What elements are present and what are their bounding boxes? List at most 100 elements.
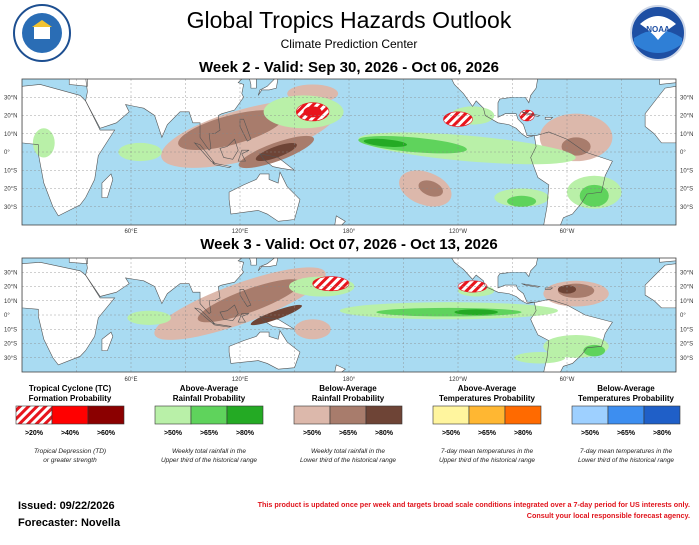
coastline xyxy=(101,173,114,198)
hazard-area xyxy=(32,128,55,158)
lat-label: 20°S xyxy=(680,342,693,348)
legend-title: Below-Average xyxy=(597,384,655,393)
lat-label: 30°S xyxy=(4,205,17,211)
land xyxy=(69,258,88,264)
legend-description: Lower third of the historical range xyxy=(300,457,396,464)
legend-label: >65% xyxy=(339,430,358,437)
coastline xyxy=(228,329,301,370)
legend-title: Rainfall Probability xyxy=(312,394,385,403)
lon-label: 180° xyxy=(343,377,356,383)
lat-label: 10°S xyxy=(4,168,17,174)
legend-label: >65% xyxy=(200,430,219,437)
legend-swatch xyxy=(15,405,53,425)
hazard-area xyxy=(557,285,577,294)
hazard-area xyxy=(363,138,408,147)
legend-label: >50% xyxy=(303,430,322,437)
coastline xyxy=(521,283,541,288)
coastline xyxy=(257,258,279,272)
hazard-area xyxy=(127,310,171,325)
lon-label: 60°E xyxy=(124,229,137,235)
legend-swatch xyxy=(51,405,89,425)
coastline xyxy=(239,118,252,142)
legend-description: Weekly total rainfall in the xyxy=(311,448,385,455)
legend-label: >60% xyxy=(97,430,116,437)
legend-swatch xyxy=(365,405,403,425)
coastline xyxy=(544,117,554,120)
legend-label: >65% xyxy=(478,430,497,437)
lon-label: 60°E xyxy=(124,377,137,383)
hazard-area xyxy=(583,344,606,357)
lat-label: 10°S xyxy=(4,327,17,333)
land xyxy=(334,364,346,372)
lat-label: 0° xyxy=(680,150,686,156)
legend-label: >80% xyxy=(236,430,255,437)
lat-label: 20°N xyxy=(680,285,693,291)
hazard-area xyxy=(294,319,331,340)
notice: Consult your local responsible forecast … xyxy=(527,511,690,520)
legend-label: >50% xyxy=(581,430,600,437)
coastline xyxy=(237,149,250,162)
coastline xyxy=(193,142,215,164)
land xyxy=(334,215,346,225)
subtitle: Climate Prediction Center xyxy=(281,37,418,51)
forecaster: Forecaster: Novella xyxy=(18,517,121,529)
coastline xyxy=(249,258,257,266)
legend-label: >50% xyxy=(164,430,183,437)
legend-label: >40% xyxy=(61,430,80,437)
coastline xyxy=(228,171,301,222)
legend-title: Temperatures Probability xyxy=(578,394,674,403)
left-logo xyxy=(13,4,71,62)
week-heading: Week 2 - Valid: Sep 30, 2026 - Oct 06, 2… xyxy=(199,59,499,76)
hazard-area xyxy=(507,195,537,207)
coastline xyxy=(257,79,279,96)
land xyxy=(249,258,257,266)
coastline xyxy=(237,313,250,323)
legend-label: >80% xyxy=(514,430,533,437)
lat-label: 10°N xyxy=(4,132,17,138)
legend-swatch xyxy=(432,405,470,425)
lat-label: 20°N xyxy=(680,114,693,120)
lon-label: 60°W xyxy=(560,229,575,235)
land xyxy=(258,79,278,96)
lon-label: 120°E xyxy=(232,377,248,383)
land xyxy=(69,79,88,87)
lat-label: 30°S xyxy=(680,356,693,362)
legend-swatch xyxy=(329,405,367,425)
legend-description: Upper third of the historical range xyxy=(161,457,257,464)
legend-swatch xyxy=(607,405,645,425)
land xyxy=(258,258,278,271)
legend-label: >80% xyxy=(375,430,394,437)
legend-title: Above-Average xyxy=(180,384,239,393)
coastline xyxy=(101,331,114,351)
hazard-area xyxy=(454,309,498,315)
coastline xyxy=(259,316,295,330)
land xyxy=(645,263,676,308)
legend-description: Tropical Depression (TD) xyxy=(34,448,106,455)
legend-title: Above-Average xyxy=(458,384,517,393)
hazard-area xyxy=(255,142,297,162)
hazard-area xyxy=(250,304,302,326)
lon-label: 120°W xyxy=(449,377,467,383)
land xyxy=(101,173,113,198)
legend-label: >20% xyxy=(25,430,44,437)
coastline xyxy=(644,263,676,309)
lat-label: 30°N xyxy=(4,270,17,276)
lat-label: 20°S xyxy=(4,342,17,348)
lat-label: 0° xyxy=(680,313,686,319)
lat-label: 30°S xyxy=(680,205,693,211)
week-heading: Week 3 - Valid: Oct 07, 2026 - Oct 13, 2… xyxy=(200,236,497,253)
coastline xyxy=(644,85,676,144)
lon-label: 60°W xyxy=(560,377,575,383)
coastline xyxy=(659,258,676,263)
legend-swatch xyxy=(504,405,542,425)
legend-title: Rainfall Probability xyxy=(173,394,246,403)
legend-label: >80% xyxy=(653,430,672,437)
land xyxy=(22,262,115,365)
lat-label: 10°N xyxy=(680,299,693,305)
lat-label: 20°S xyxy=(4,187,17,193)
coastline xyxy=(659,79,676,85)
legend-swatch xyxy=(293,405,331,425)
lat-label: 20°S xyxy=(680,187,693,193)
legend-swatch xyxy=(87,405,125,425)
